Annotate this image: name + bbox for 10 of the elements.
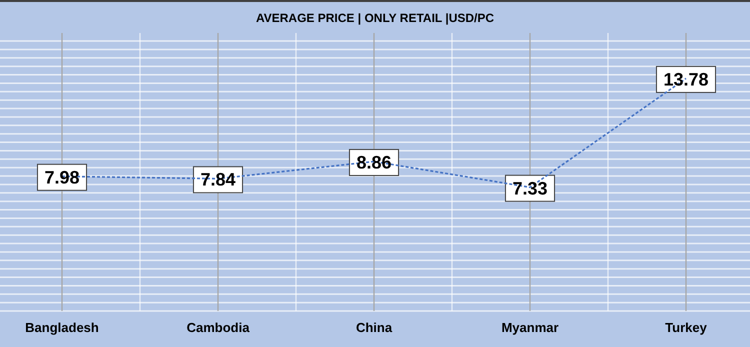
x-tick-label: Myanmar: [501, 320, 559, 336]
data-label: 13.78: [663, 69, 709, 90]
x-tick-label: Turkey: [665, 320, 708, 336]
data-label: 8.86: [356, 152, 392, 172]
x-tick-label: Cambodia: [186, 320, 250, 336]
data-label: 7.33: [512, 178, 548, 198]
x-tick-label: China: [356, 320, 393, 336]
x-tick-label: Bangladesh: [25, 320, 99, 336]
data-label: 7.98: [44, 167, 80, 188]
chart-title: AVERAGE PRICE | ONLY RETAIL |USD/PC: [256, 11, 494, 25]
